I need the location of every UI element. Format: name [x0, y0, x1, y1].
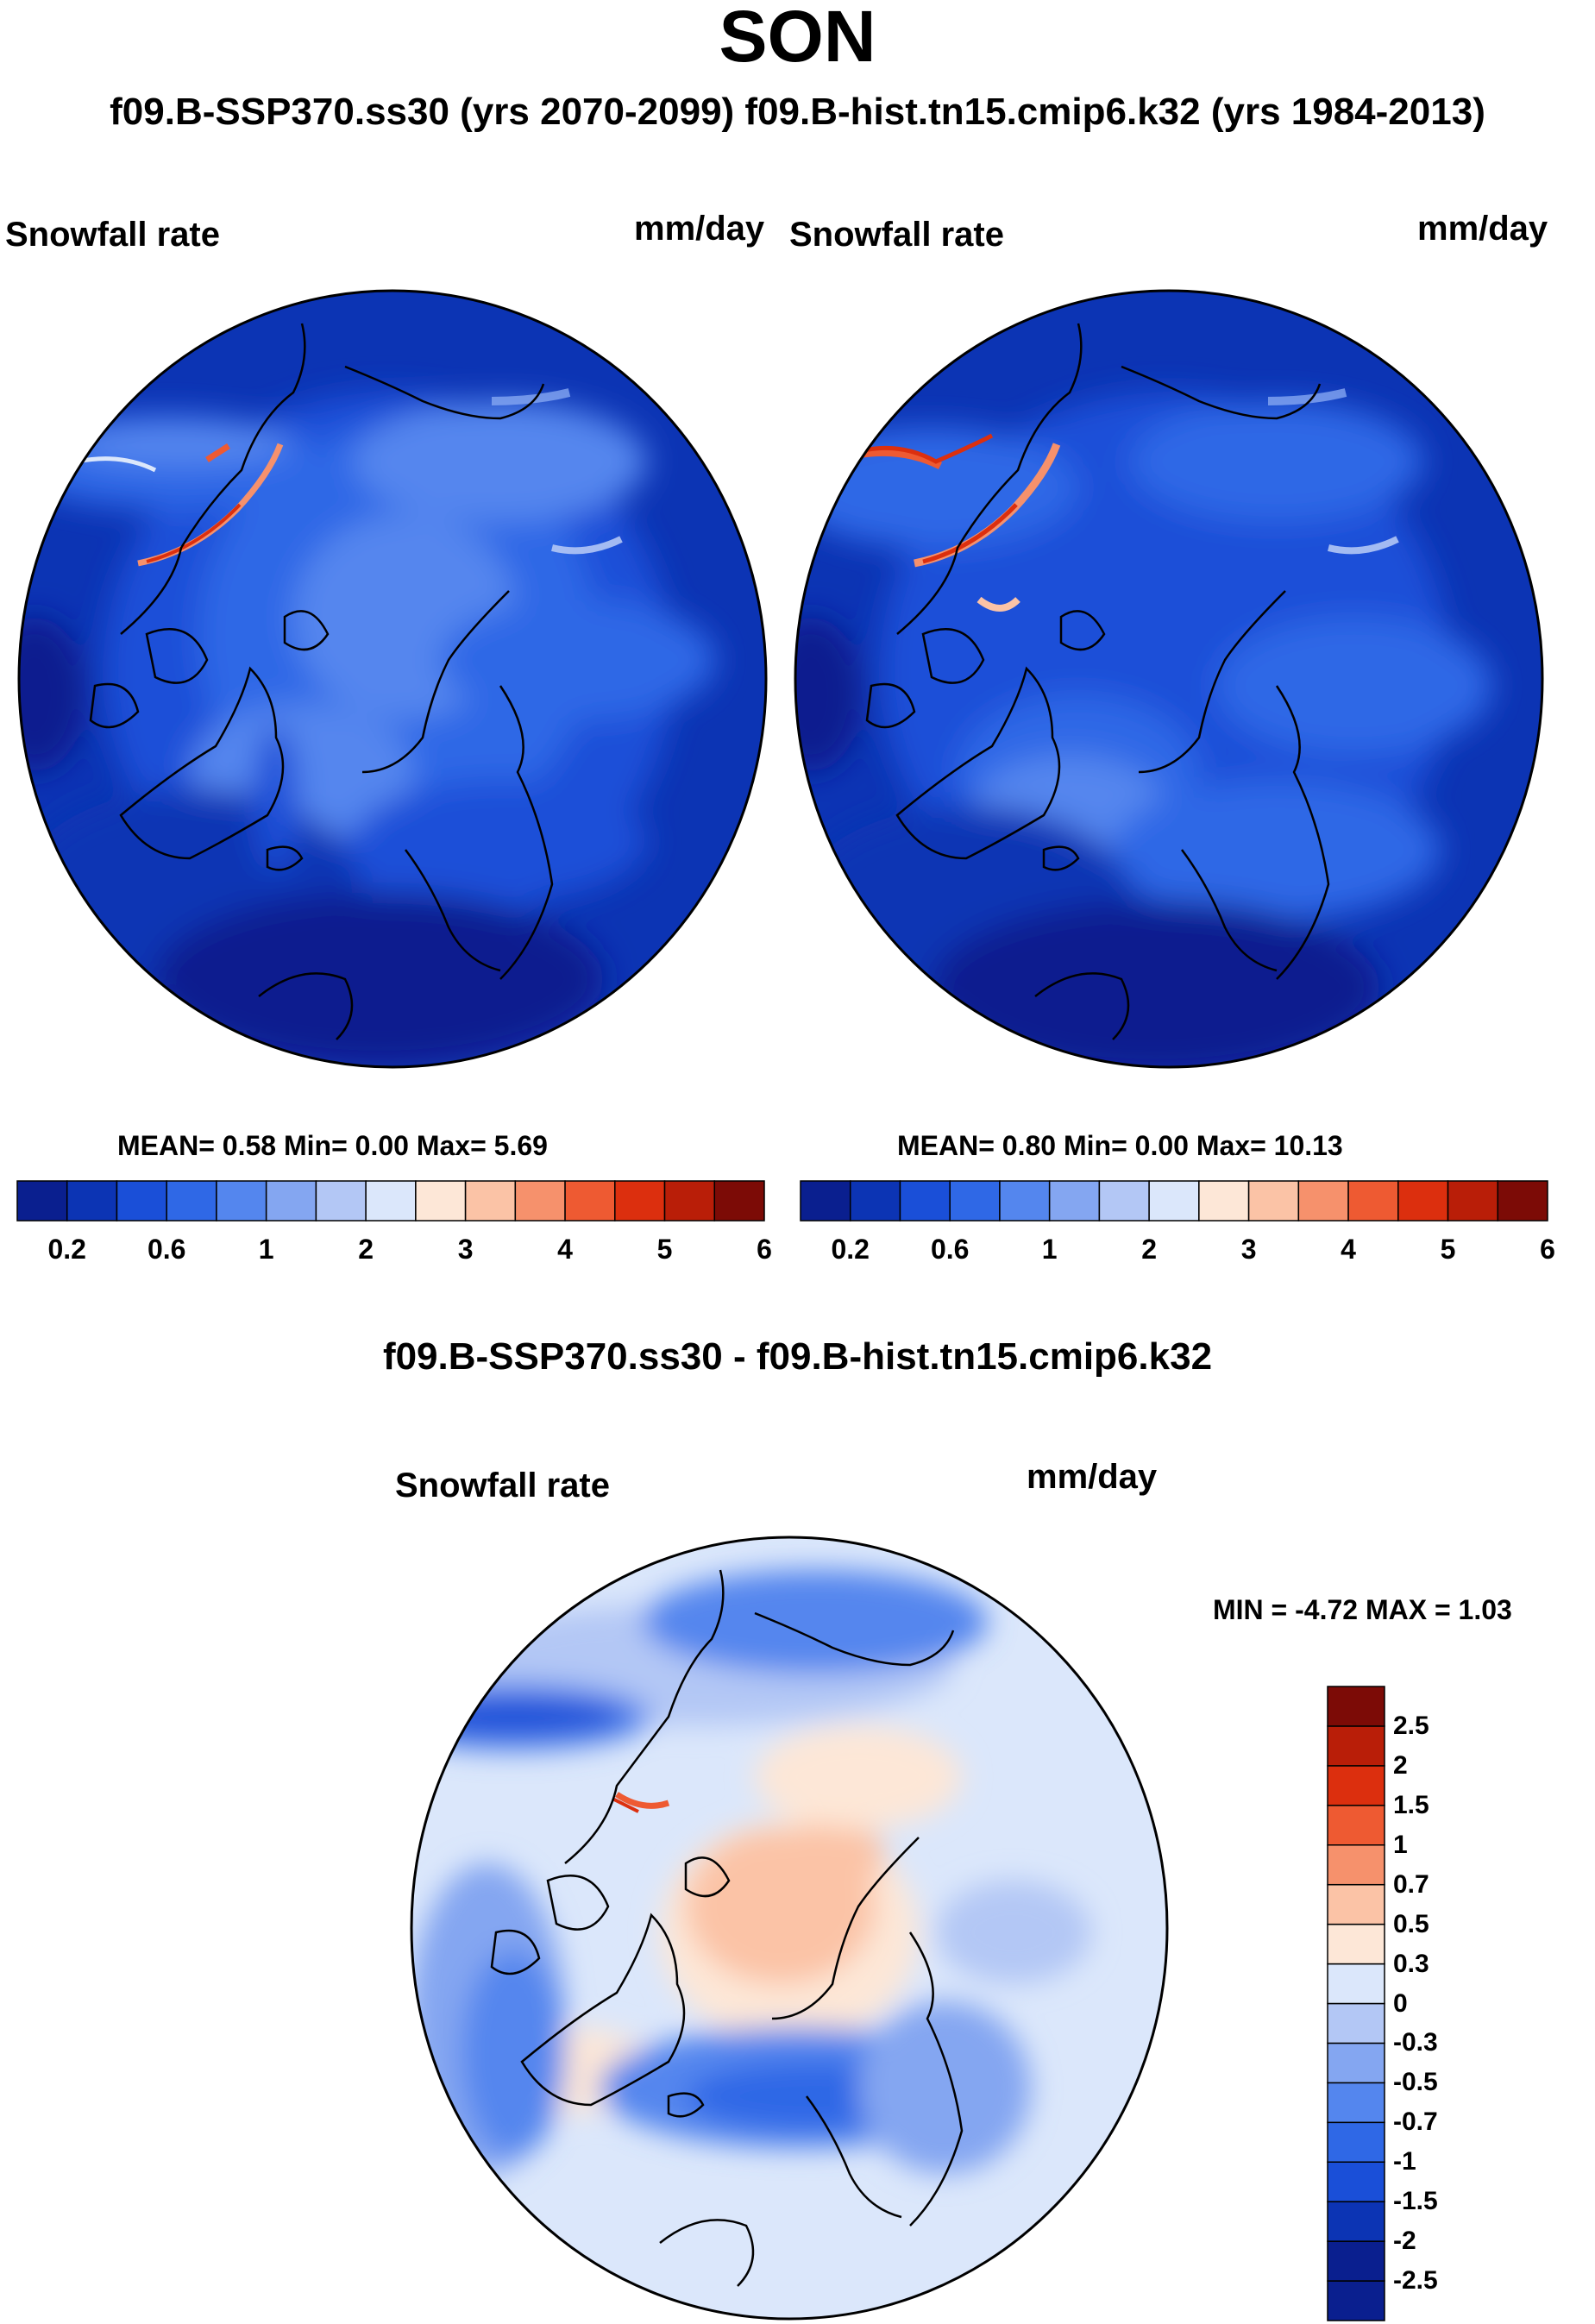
left-colorbar-swatch: [514, 1180, 566, 1222]
difference-colorbar-swatch: [1327, 1883, 1385, 1925]
difference-colorbar-tick-label: -2: [1393, 2227, 1416, 2256]
left-colorbar-swatch: [415, 1180, 467, 1222]
right-colorbar-swatch: [1347, 1180, 1399, 1222]
difference-colorbar-tick-label: 1.5: [1393, 1790, 1429, 1819]
difference-colorbar-swatch: [1327, 1923, 1385, 1965]
season-title: SON: [719, 0, 876, 77]
left-colorbar: [16, 1180, 765, 1222]
difference-colorbar-swatch: [1327, 1686, 1385, 1727]
diff-variable-label: Snowfall rate: [395, 1467, 610, 1504]
left-colorbar-swatch: [265, 1180, 317, 1222]
right-variable-label: Snowfall rate: [789, 216, 1004, 254]
left-colorbar-ticks: 0.2 0.6 1 2 3 4 5 6: [17, 1234, 771, 1268]
right-colorbar-swatch: [1148, 1180, 1200, 1222]
difference-colorbar-swatch: [1327, 2280, 1385, 2321]
right-stats-text: MEAN= 0.80 Min= 0.00 Max= 10.13: [897, 1130, 1343, 1161]
difference-colorbar-tick-label: 0: [1393, 1988, 1408, 2018]
difference-colorbar-tick-label: -1: [1393, 2147, 1416, 2176]
right-colorbar-swatch: [1447, 1180, 1499, 1222]
difference-colorbar-swatch: [1327, 2161, 1385, 2202]
left-colorbar-swatch: [713, 1180, 765, 1222]
left-colorbar-swatch: [116, 1180, 167, 1222]
difference-polar-map: [410, 1536, 1169, 2321]
left-variable-label: Snowfall rate: [5, 216, 220, 254]
right-colorbar-swatch: [899, 1180, 951, 1222]
right-colorbar-tick-label: 0.2: [831, 1234, 870, 1265]
right-colorbar-tick-label: 3: [1240, 1234, 1257, 1265]
difference-colorbar-swatch: [1327, 1765, 1385, 1806]
experiments-subtitle: f09.B-SSP370.ss30 (yrs 2070-2099) f09.B-…: [110, 91, 1485, 133]
left-colorbar-tick-label: 6: [757, 1234, 772, 1265]
left-colorbar-swatch: [16, 1180, 68, 1222]
difference-colorbar-tick-label: 0.7: [1393, 1869, 1429, 1899]
difference-colorbar-tick-label: 1: [1393, 1830, 1408, 1859]
difference-colorbar-swatch: [1327, 2082, 1385, 2124]
right-colorbar-tick-label: 4: [1341, 1234, 1356, 1265]
difference-colorbar-tick-label: -2.5: [1393, 2266, 1438, 2296]
difference-colorbar-tick-label: 0.3: [1393, 1949, 1429, 1978]
left-colorbar-tick-label: 3: [457, 1234, 474, 1265]
right-colorbar-swatch: [800, 1180, 851, 1222]
difference-colorbar-swatch: [1327, 2002, 1385, 2044]
difference-colorbar-swatch: [1327, 1844, 1385, 1886]
difference-colorbar-swatch: [1327, 1725, 1385, 1767]
diff-units-label: mm/day: [1027, 1458, 1158, 1496]
right-colorbar-swatch: [1297, 1180, 1349, 1222]
difference-colorbar-swatch: [1327, 2121, 1385, 2163]
left-colorbar-tick-label: 4: [557, 1234, 573, 1265]
right-colorbar-tick-label: 0.6: [930, 1234, 970, 1265]
left-colorbar-tick-label: 5: [656, 1234, 673, 1265]
difference-colorbar-tick-label: -0.5: [1393, 2068, 1438, 2097]
left-stats-text: MEAN= 0.58 Min= 0.00 Max= 5.69: [117, 1130, 548, 1161]
diff-stats-text: MIN = -4.72 MAX = 1.03: [1213, 1594, 1512, 1625]
right-colorbar: [800, 1180, 1548, 1222]
right-units-label: mm/day: [1417, 210, 1548, 248]
difference-colorbar: [1327, 1686, 1385, 2321]
left-colorbar-swatch: [365, 1180, 417, 1222]
right-colorbar-swatch: [1397, 1180, 1449, 1222]
left-colorbar-tick-label: 1: [258, 1234, 274, 1265]
left-colorbar-swatch: [216, 1180, 267, 1222]
right-colorbar-swatch: [1048, 1180, 1101, 1222]
right-colorbar-ticks: 0.2 0.6 1 2 3 4 5 6: [801, 1234, 1554, 1268]
difference-colorbar-tick-label: -1.5: [1393, 2187, 1438, 2216]
difference-colorbar-swatch: [1327, 2201, 1385, 2242]
difference-colorbar-swatch: [1327, 2042, 1385, 2084]
left-colorbar-tick-label: 0.6: [147, 1234, 186, 1265]
left-colorbar-tick-label: 2: [358, 1234, 374, 1265]
difference-colorbar-swatch: [1327, 1963, 1385, 2005]
difference-colorbar-tick-label: -0.7: [1393, 2107, 1438, 2137]
difference-colorbar-ticks: -2.5 -2 -1.5 -1 -0.7 -0.5 -0.3 0 0.3 0.5 0.7 1 1.5 2 2…: [1393, 1686, 1514, 2321]
left-polar-map: [17, 289, 768, 1069]
difference-title: f09.B-SSP370.ss30 - f09.B-hist.tn15.cmip…: [382, 1335, 1213, 1378]
right-colorbar-tick-label: 1: [1041, 1234, 1058, 1265]
left-colorbar-swatch: [166, 1180, 217, 1222]
right-colorbar-swatch: [1247, 1180, 1300, 1222]
right-colorbar-tick-label: 6: [1540, 1234, 1555, 1265]
left-colorbar-swatch: [464, 1180, 517, 1222]
left-colorbar-swatch: [663, 1180, 716, 1222]
difference-colorbar-tick-label: 2.5: [1393, 1711, 1429, 1740]
left-units-label: mm/day: [634, 210, 765, 248]
right-colorbar-swatch: [949, 1180, 1001, 1222]
difference-colorbar-tick-label: 2: [1393, 1750, 1408, 1780]
left-colorbar-swatch: [614, 1180, 666, 1222]
left-colorbar-swatch: [66, 1180, 118, 1222]
right-colorbar-swatch: [1098, 1180, 1150, 1222]
left-colorbar-swatch: [315, 1180, 367, 1222]
left-colorbar-tick-label: 0.2: [47, 1234, 86, 1265]
right-colorbar-swatch: [849, 1180, 901, 1222]
right-colorbar-tick-label: 5: [1440, 1234, 1456, 1265]
right-colorbar-swatch: [1198, 1180, 1250, 1222]
right-polar-map: [794, 289, 1544, 1069]
difference-colorbar-swatch: [1327, 1805, 1385, 1846]
right-colorbar-swatch: [1497, 1180, 1548, 1222]
right-colorbar-swatch: [999, 1180, 1051, 1222]
difference-colorbar-tick-label: -0.3: [1393, 2028, 1438, 2057]
difference-colorbar-swatch: [1327, 2240, 1385, 2282]
left-colorbar-swatch: [564, 1180, 616, 1222]
difference-colorbar-tick-label: 0.5: [1393, 1909, 1429, 1938]
right-colorbar-tick-label: 2: [1141, 1234, 1158, 1265]
